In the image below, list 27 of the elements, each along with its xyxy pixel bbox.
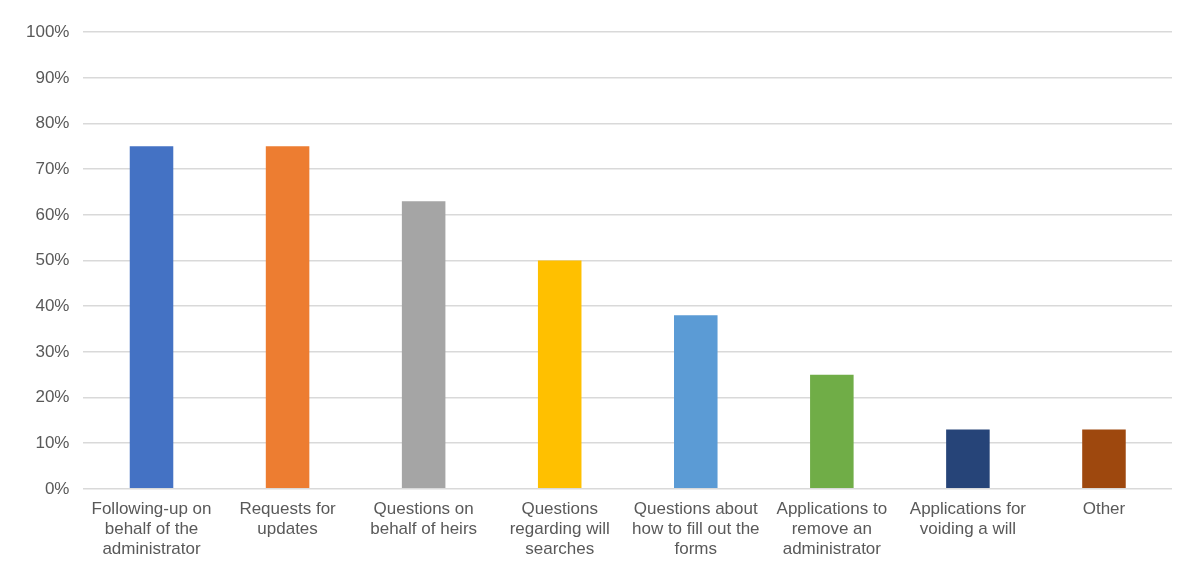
x-tick-label: Questions about how to fill out the forms: [631, 498, 760, 558]
y-tick-label: 20%: [35, 387, 70, 407]
y-tick-label: 60%: [35, 204, 70, 224]
x-tick-label: Following-up on behalf of the administrator: [91, 498, 212, 558]
y-tick-label: 100%: [26, 21, 70, 41]
bar: [946, 429, 990, 489]
bar: [810, 374, 854, 489]
y-tick-label: 80%: [35, 113, 70, 133]
y-tick-label: 70%: [35, 158, 70, 178]
bar: [537, 260, 582, 489]
x-tick-label: Applications to remove an administrator: [776, 498, 888, 558]
bar: [129, 146, 174, 489]
y-tick-label: 0%: [44, 478, 70, 498]
y-tick-label: 10%: [35, 432, 70, 452]
y-tick-label: 50%: [35, 250, 70, 270]
x-tick-label: Requests for updates: [239, 498, 337, 538]
bar: [401, 201, 446, 489]
x-tick-label: Other: [1082, 498, 1126, 518]
bar: [674, 315, 718, 489]
x-tick-label: Questions on behalf of heirs: [370, 498, 478, 538]
y-tick-label: 90%: [35, 67, 70, 87]
y-tick-label: 30%: [35, 341, 70, 361]
x-tick-label: Questions regarding will searches: [509, 498, 610, 558]
y-tick-label: 40%: [35, 295, 70, 315]
bar: [265, 146, 310, 489]
x-tick-label: Applications for voiding a will: [909, 498, 1027, 538]
bar: [1082, 429, 1126, 489]
